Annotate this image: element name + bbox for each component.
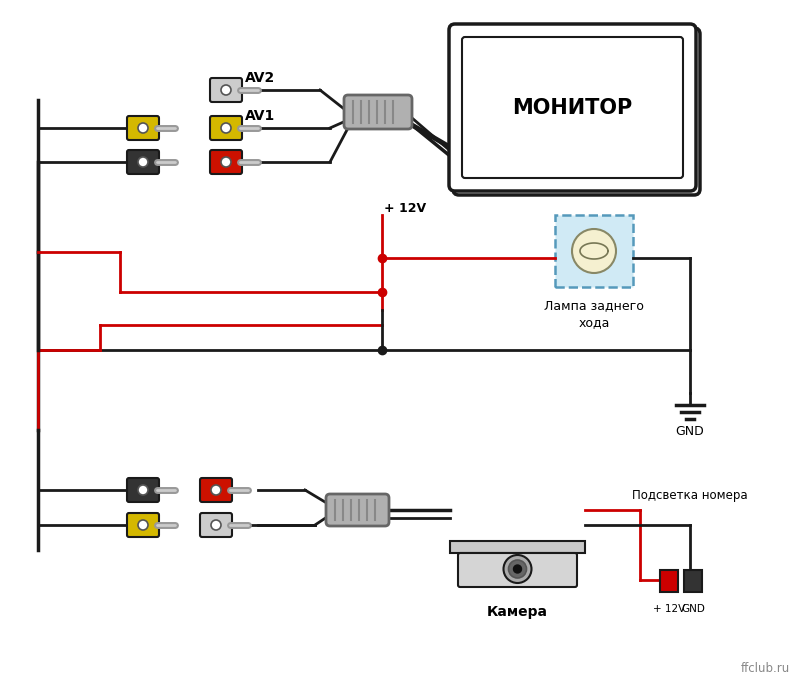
Circle shape [221,157,231,167]
Circle shape [138,123,148,133]
Text: GND: GND [676,425,704,438]
Circle shape [221,85,231,95]
FancyBboxPatch shape [453,28,700,195]
Circle shape [138,157,148,167]
Circle shape [221,123,231,133]
Text: + 12V: + 12V [384,201,426,215]
FancyBboxPatch shape [127,150,159,174]
Text: + 12V: + 12V [653,604,685,614]
Circle shape [211,485,221,495]
FancyBboxPatch shape [458,553,577,587]
FancyBboxPatch shape [200,478,232,502]
Bar [450,541,585,553]
FancyBboxPatch shape [462,37,683,178]
Circle shape [514,565,522,573]
Text: AV2: AV2 [245,71,275,85]
FancyBboxPatch shape [326,494,389,526]
Circle shape [572,229,616,273]
FancyBboxPatch shape [127,116,159,140]
Text: Камера: Камера [487,605,548,619]
FancyBboxPatch shape [210,116,242,140]
FancyBboxPatch shape [127,513,159,537]
Text: Лампа заднего
хода: Лампа заднего хода [544,299,644,329]
Bar [555,215,633,287]
FancyBboxPatch shape [210,78,242,102]
Text: GND: GND [681,604,705,614]
Text: ffclub.ru: ffclub.ru [741,662,790,675]
FancyBboxPatch shape [344,95,412,129]
Circle shape [138,520,148,530]
Text: AV1: AV1 [245,109,275,123]
Circle shape [138,485,148,495]
FancyBboxPatch shape [127,478,159,502]
Bar [684,570,702,592]
Circle shape [211,520,221,530]
Circle shape [503,555,531,583]
Bar [660,570,678,592]
FancyBboxPatch shape [200,513,232,537]
Circle shape [509,560,526,578]
FancyBboxPatch shape [210,150,242,174]
Text: Подсветка номера: Подсветка номера [632,488,748,501]
Text: МОНИТОР: МОНИТОР [512,98,633,117]
FancyBboxPatch shape [449,24,696,191]
